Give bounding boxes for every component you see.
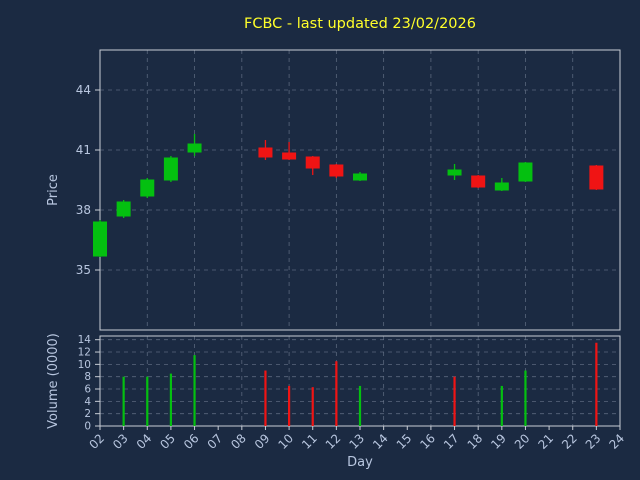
candle-body bbox=[93, 221, 107, 257]
price-tick-label: 38 bbox=[76, 203, 91, 217]
day-tick-label: 19 bbox=[488, 431, 509, 452]
candle-body bbox=[140, 179, 155, 197]
day-tick-label: 20 bbox=[512, 431, 533, 452]
candle-day-23 bbox=[589, 165, 604, 190]
day-tick-label: 09 bbox=[252, 431, 273, 452]
day-tick-label: 10 bbox=[276, 431, 297, 452]
candle-day-02 bbox=[93, 220, 107, 257]
day-tick-label: 06 bbox=[181, 431, 202, 452]
volume-axis-label: Volume (0000) bbox=[46, 333, 61, 429]
day-tick-label: 05 bbox=[157, 431, 178, 452]
day-tick-label: 15 bbox=[394, 431, 415, 452]
day-tick-label: 02 bbox=[86, 431, 107, 452]
day-tick-label: 07 bbox=[205, 431, 226, 452]
candle-day-10 bbox=[282, 142, 297, 160]
candle-body bbox=[305, 156, 320, 169]
day-tick-label: 23 bbox=[583, 431, 604, 452]
price-axis-label: Price bbox=[46, 174, 61, 206]
chart-title: FCBC - last updated 23/02/2026 bbox=[244, 16, 476, 32]
day-tick-label: 12 bbox=[323, 431, 344, 452]
candles bbox=[93, 134, 604, 257]
candle-body bbox=[471, 175, 486, 188]
volume-tick-label: 6 bbox=[84, 384, 91, 396]
day-tick-label: 04 bbox=[134, 431, 155, 452]
gridlines bbox=[99, 50, 621, 427]
candle-body bbox=[187, 143, 202, 153]
candle-day-05 bbox=[163, 156, 178, 182]
day-tick-label: 13 bbox=[346, 431, 367, 452]
volume-tick-label: 0 bbox=[84, 421, 91, 433]
candle-body bbox=[282, 152, 297, 160]
candle-body bbox=[494, 182, 509, 191]
volume-tick-label: 12 bbox=[78, 347, 91, 359]
day-tick-label: 24 bbox=[606, 431, 627, 452]
candle-day-12 bbox=[329, 164, 344, 178]
day-tick-label: 08 bbox=[228, 431, 249, 452]
price-tick-label: 44 bbox=[76, 83, 91, 97]
candle-day-17 bbox=[447, 164, 462, 180]
candle-day-04 bbox=[140, 178, 155, 198]
price-tick-label: 41 bbox=[76, 143, 91, 157]
x-axis-label: Day bbox=[347, 455, 373, 470]
candle-day-18 bbox=[471, 175, 486, 188]
day-tick-label: 17 bbox=[441, 431, 462, 452]
candle-body bbox=[518, 162, 533, 182]
candle-body bbox=[589, 165, 604, 190]
volume-tick-label: 10 bbox=[78, 359, 91, 371]
candle-body bbox=[353, 173, 367, 181]
candle-day-09 bbox=[258, 140, 273, 160]
volume-tick-label: 14 bbox=[78, 334, 92, 346]
day-tick-label: 03 bbox=[110, 431, 131, 452]
day-tick-label: 16 bbox=[417, 431, 438, 452]
volume-tick-label: 4 bbox=[84, 396, 91, 408]
day-tick-label: 14 bbox=[370, 431, 391, 452]
candle-day-20 bbox=[518, 162, 533, 182]
candle-body bbox=[329, 164, 344, 177]
candle-day-13 bbox=[353, 172, 367, 181]
volume-bars bbox=[122, 342, 598, 426]
day-tick-label: 21 bbox=[536, 431, 557, 452]
candle-day-03 bbox=[116, 200, 131, 218]
price-tick-label: 35 bbox=[76, 263, 91, 277]
candle-body bbox=[163, 157, 178, 181]
candle-day-19 bbox=[494, 178, 509, 191]
price-panel-border bbox=[99, 49, 621, 331]
candle-body bbox=[258, 147, 273, 158]
candle-day-11 bbox=[305, 156, 320, 175]
day-tick-label: 11 bbox=[299, 431, 320, 452]
candle-day-06 bbox=[187, 134, 202, 156]
candle-body bbox=[116, 201, 131, 217]
volume-tick-label: 8 bbox=[84, 371, 91, 383]
day-tick-label: 22 bbox=[559, 431, 580, 452]
day-tick-label: 18 bbox=[465, 431, 486, 452]
volume-tick-label: 2 bbox=[84, 408, 91, 420]
candle-body bbox=[447, 169, 462, 176]
